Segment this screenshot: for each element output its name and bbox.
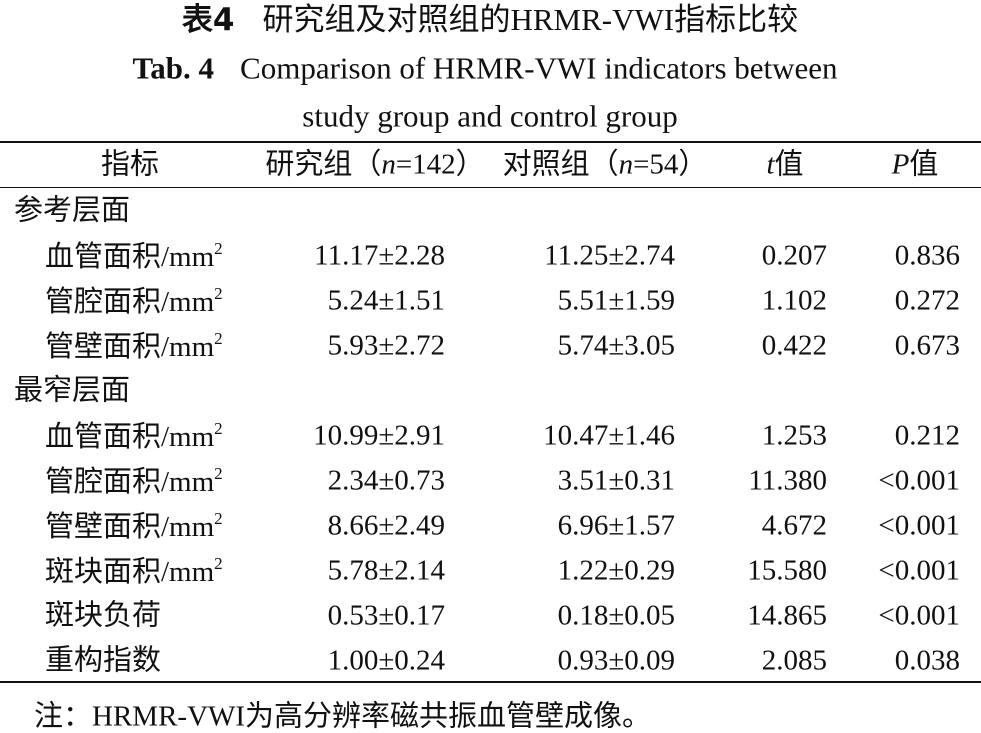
row-label: 管腔面积/mm2: [45, 465, 223, 497]
cell: 11.380: [748, 464, 827, 497]
row-label-text: 管腔面积/mm: [45, 466, 215, 498]
row-label-text: 斑块面积/mm: [45, 556, 215, 588]
cell: 5.51±1.59: [557, 284, 675, 317]
title-cn-part: 研究组及对照组的HRMR-VWI指标比较: [262, 2, 799, 37]
header-cell-part: 指标: [100, 148, 160, 181]
header-cell: 对照组（n=54）: [502, 148, 708, 181]
bottom-rule: [0, 681, 981, 683]
cell: 0.18±0.05: [557, 599, 675, 632]
header-cell-part: 研究组（: [265, 148, 382, 181]
note: 注：HRMR-VWI为高分辨率磁共振血管壁成像。: [34, 700, 652, 733]
cell: 6.96±1.57: [557, 509, 675, 542]
cell: 0.212: [894, 419, 960, 452]
header-cell-part: 值: [774, 148, 804, 181]
header-cell-part: t: [766, 148, 775, 181]
top-rule: [0, 141, 981, 143]
header-cell: P值: [891, 148, 939, 181]
header-rule: [0, 187, 981, 188]
row-label-sup: 2: [214, 554, 223, 573]
row-label-text: 管壁面积/mm: [45, 511, 215, 543]
cell: 1.00±0.24: [327, 644, 445, 677]
cell: 1.102: [761, 284, 827, 317]
cell: <0.001: [878, 464, 960, 497]
header-cell-part: 对照组（: [502, 148, 619, 181]
row-label-sup: 2: [214, 284, 223, 303]
row-label-sup: 2: [214, 239, 223, 258]
title-en-part: Tab. 4: [132, 50, 215, 86]
cell: 15.580: [747, 554, 827, 587]
cell: 0.207: [761, 239, 827, 272]
row-label-text: 斑块负荷: [45, 599, 162, 632]
row-label-sup: 2: [214, 509, 223, 528]
cell: 5.24±1.51: [327, 284, 445, 317]
row-label-text: 管腔面积/mm: [45, 286, 215, 318]
row-label: 血管面积/mm2: [45, 240, 223, 272]
header-cell-part: 值: [909, 148, 939, 181]
cell: 10.47±1.46: [543, 419, 675, 452]
row-label: 血管面积/mm2: [45, 420, 223, 452]
cell: 0.038: [894, 644, 960, 677]
header-cell-part: P: [891, 148, 910, 181]
row-label-sup: 2: [214, 464, 223, 483]
cell: 1.22±0.29: [557, 554, 675, 587]
row-label-text: 管壁面积/mm: [45, 331, 215, 363]
row-label: 斑块负荷: [45, 599, 162, 632]
cell: 0.836: [894, 239, 960, 272]
cell: 10.99±2.91: [313, 419, 445, 452]
header-cell: 研究组（n=142）: [265, 148, 485, 181]
row-label-sup: 2: [214, 419, 223, 438]
cell: 3.51±0.31: [557, 464, 675, 497]
cell: 4.672: [761, 509, 827, 542]
row-label-text: 重构指数: [45, 644, 162, 677]
row-label-text: 血管面积/mm: [45, 421, 215, 453]
cell: 2.34±0.73: [327, 464, 445, 497]
cell: <0.001: [878, 554, 960, 587]
title-en-line2: study group and control group: [302, 98, 678, 134]
header-cell-part: n: [381, 148, 396, 181]
title-en-part: Comparison of HRMR-VWI indicators betwee…: [240, 50, 838, 86]
cell: 0.272: [894, 284, 960, 317]
row-label: 重构指数: [45, 644, 162, 677]
row-label: 斑块面积/mm2: [45, 555, 223, 587]
cell: 0.422: [761, 329, 827, 362]
header-cell-part: =142）: [395, 148, 485, 181]
section-label: 参考层面: [14, 194, 131, 227]
row-label: 管腔面积/mm2: [45, 285, 223, 317]
row-label: 管壁面积/mm2: [45, 510, 223, 542]
header-cell: t值: [766, 148, 804, 181]
row-label-text: 血管面积/mm: [45, 241, 215, 273]
cell: 11.17±2.28: [314, 239, 445, 272]
cell: 0.673: [894, 329, 960, 362]
cell: 5.78±2.14: [327, 554, 445, 587]
row-label-sup: 2: [214, 329, 223, 348]
header-cell-part: n: [618, 148, 634, 181]
title-en: Tab. 4 Comparison of HRMR-VWI indicators …: [132, 53, 837, 84]
cell: <0.001: [878, 599, 960, 632]
section-label: 最窄层面: [14, 374, 131, 407]
title-cn: 表4 研究组及对照组的HRMR-VWI指标比较: [182, 4, 798, 36]
cell: 2.085: [761, 644, 827, 677]
cell: 8.66±2.49: [327, 509, 445, 542]
cell: 14.865: [747, 599, 827, 632]
cell: 5.93±2.72: [327, 329, 445, 362]
cell: 1.253: [761, 419, 827, 452]
cell: 11.25±2.74: [544, 239, 675, 272]
cell: 0.53±0.17: [327, 599, 445, 632]
row-label: 管壁面积/mm2: [45, 330, 223, 362]
cell: <0.001: [878, 509, 960, 542]
title-cn-part: 表4: [181, 2, 235, 38]
header-cell: 指标: [100, 148, 160, 181]
cell: 0.93±0.09: [557, 644, 675, 677]
header-cell-part: =54）: [633, 148, 708, 181]
cell: 5.74±3.05: [557, 329, 675, 362]
